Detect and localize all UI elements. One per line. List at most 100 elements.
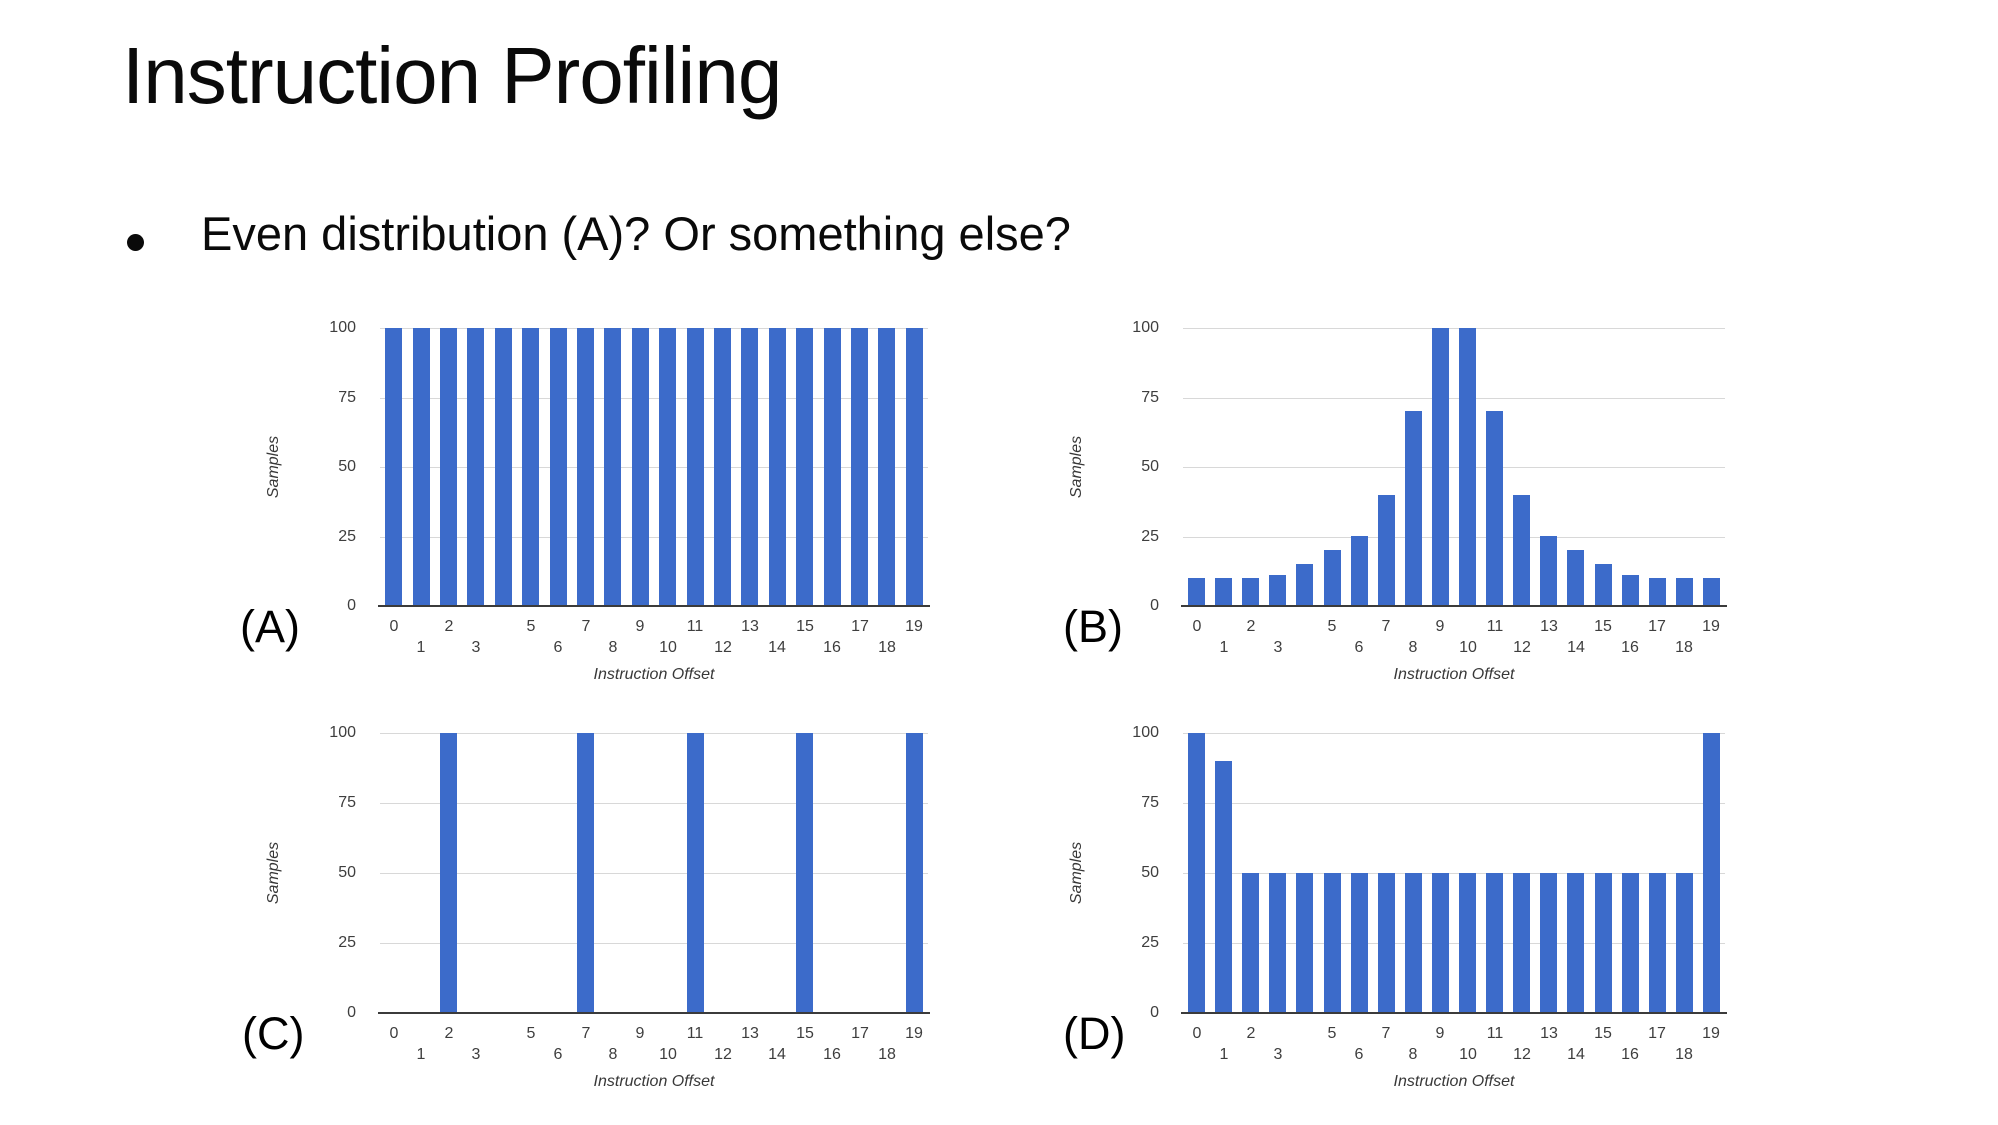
bar — [1540, 873, 1557, 1013]
bar — [1676, 578, 1693, 606]
x-tick-label-row2: 10 — [659, 1046, 677, 1063]
bar — [1405, 411, 1422, 606]
x-axis-title: Instruction Offset — [1393, 1073, 1515, 1090]
x-tick-label-row2: 10 — [1459, 639, 1477, 656]
bar — [495, 328, 512, 606]
x-tick-label-row1: 11 — [686, 618, 704, 635]
x-tick-label-row1: 11 — [686, 1025, 704, 1042]
x-tick-label-row2: 1 — [416, 639, 426, 656]
x-tick-label-row2: 10 — [659, 639, 677, 656]
panel-label-c: (C) — [242, 1008, 305, 1059]
bar — [1459, 873, 1476, 1013]
x-tick-label-row1: 19 — [905, 618, 923, 635]
x-tick-label-row2: 14 — [1567, 639, 1585, 656]
y-tick-label: 50 — [338, 458, 356, 475]
y-tick-label: 75 — [1141, 794, 1159, 811]
x-tick-label-row2: 14 — [768, 1046, 786, 1063]
x-axis-line — [1181, 1012, 1727, 1014]
y-axis-title: Samples — [1068, 841, 1085, 905]
x-tick-label-row2: 14 — [768, 639, 786, 656]
x-axis-title: Instruction Offset — [1393, 666, 1515, 683]
bar — [1432, 873, 1449, 1013]
x-tick-label-row1: 17 — [1648, 618, 1666, 635]
x-tick-label-row2: 8 — [1408, 639, 1418, 656]
y-tick-label: 50 — [1141, 864, 1159, 881]
x-tick-label-row1: 17 — [851, 618, 869, 635]
x-tick-label-row1: 9 — [1435, 1025, 1445, 1042]
x-tick-label-row1: 0 — [1192, 618, 1202, 635]
bar — [1188, 578, 1205, 606]
gridline-75 — [380, 398, 928, 399]
y-tick-label: 75 — [338, 389, 356, 406]
bar — [1567, 873, 1584, 1013]
bar — [1296, 564, 1313, 606]
x-tick-label-row2: 16 — [1621, 1046, 1639, 1063]
y-tick-label: 100 — [329, 724, 356, 741]
bar — [1540, 536, 1557, 606]
bar — [577, 328, 594, 606]
y-tick-label: 0 — [347, 597, 356, 614]
bar — [385, 328, 402, 606]
bar — [714, 328, 731, 606]
x-tick-label-row1: 11 — [1486, 1025, 1504, 1042]
x-tick-label-row1: 7 — [581, 1025, 591, 1042]
bar — [1432, 328, 1449, 606]
bar — [1188, 733, 1205, 1013]
x-tick-label-row2: 18 — [1675, 1046, 1693, 1063]
bar — [1676, 873, 1693, 1013]
x-tick-label-row1: 19 — [905, 1025, 923, 1042]
bar — [1378, 495, 1395, 606]
x-tick-label-row1: 17 — [851, 1025, 869, 1042]
y-tick-label: 50 — [1141, 458, 1159, 475]
x-axis-line — [378, 605, 930, 607]
bar — [1513, 495, 1530, 606]
y-axis-title: Samples — [265, 435, 282, 499]
bar — [1567, 550, 1584, 606]
bar — [550, 328, 567, 606]
bar — [1296, 873, 1313, 1013]
bar — [1324, 873, 1341, 1013]
bar — [1459, 328, 1476, 606]
x-tick-label-row1: 15 — [1594, 618, 1612, 635]
x-tick-label-row1: 15 — [796, 618, 814, 635]
bar — [687, 328, 704, 606]
bar — [604, 328, 621, 606]
bar — [1513, 873, 1530, 1013]
bar — [1649, 873, 1666, 1013]
slide-title: Instruction Profiling — [122, 31, 782, 120]
x-tick-label-row1: 2 — [1246, 1025, 1256, 1042]
x-tick-label-row2: 12 — [1513, 639, 1531, 656]
y-tick-label: 0 — [1150, 597, 1159, 614]
bar — [1269, 575, 1286, 606]
bar — [1215, 578, 1232, 606]
gridline-25 — [380, 537, 928, 538]
x-tick-label-row1: 0 — [389, 618, 399, 635]
chart-d: 0 25 50 75 100 0 2 5 7 9 11 13 15 17 19 1 3 6 8 10 12 14 16 18 S… — [1063, 724, 1727, 1090]
y-tick-label: 25 — [338, 934, 356, 951]
gridline-75 — [380, 803, 928, 804]
bar — [1215, 761, 1232, 1013]
x-tick-label-row2: 12 — [714, 1046, 732, 1063]
bar — [1378, 873, 1395, 1013]
bar — [1324, 550, 1341, 606]
x-axis-line — [378, 1012, 930, 1014]
x-tick-label-row2: 1 — [1219, 1046, 1229, 1063]
gridline-50 — [1183, 873, 1725, 874]
y-tick-label: 100 — [1132, 724, 1159, 741]
y-tick-label: 0 — [1150, 1004, 1159, 1021]
gridline-100 — [380, 328, 928, 329]
x-tick-label-row1: 15 — [796, 1025, 814, 1042]
bar — [796, 733, 813, 1013]
x-tick-label-row2: 6 — [1354, 1046, 1364, 1063]
bar — [467, 328, 484, 606]
bar — [906, 328, 923, 606]
gridline-100 — [1183, 733, 1725, 734]
x-tick-label-row2: 8 — [608, 639, 618, 656]
bar — [1351, 873, 1368, 1013]
x-tick-label-row1: 13 — [1540, 1025, 1558, 1042]
panel-label-a: (A) — [240, 601, 300, 652]
panel-label-b: (B) — [1063, 601, 1123, 652]
x-tick-label-row1: 19 — [1702, 618, 1720, 635]
x-tick-label-row1: 7 — [1381, 1025, 1391, 1042]
